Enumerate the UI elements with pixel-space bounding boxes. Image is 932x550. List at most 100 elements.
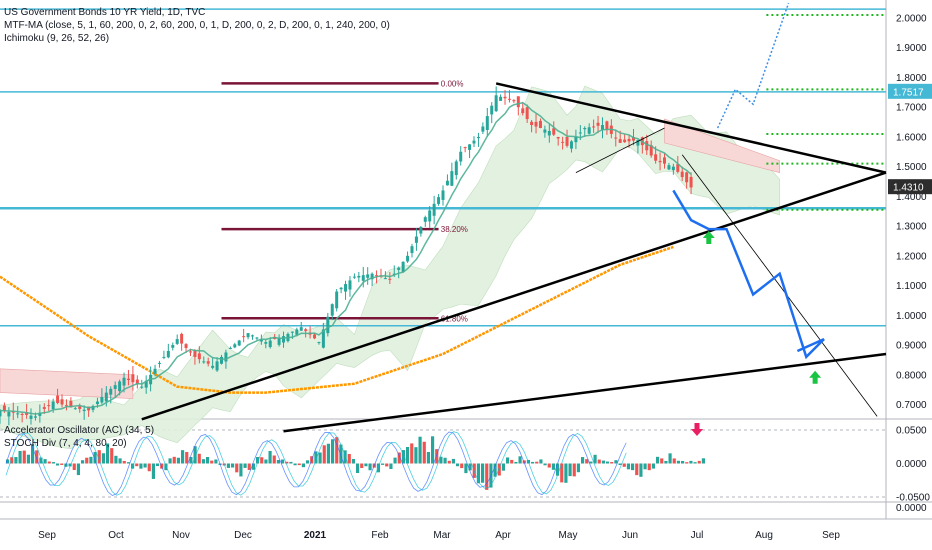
candle-body: [95, 401, 99, 405]
candle-body: [352, 276, 356, 278]
ac-bar: [543, 463, 547, 466]
candle-body: [383, 278, 387, 280]
x-tick-label: May: [559, 530, 578, 541]
candle-body: [671, 166, 675, 171]
candle-body: [583, 128, 587, 130]
candle-body: [569, 141, 573, 149]
ac-bar: [364, 463, 368, 467]
ac-bar: [264, 459, 268, 464]
candle-body: [255, 337, 259, 339]
ac-bar: [22, 450, 26, 464]
ac-bar: [631, 463, 635, 471]
candle-body: [251, 335, 255, 337]
ac-bar: [385, 463, 389, 467]
candle-body: [73, 408, 77, 410]
ac-bar: [376, 463, 380, 473]
ac-bar: [306, 460, 310, 464]
candle-body: [233, 344, 237, 348]
candle-body: [237, 340, 241, 346]
ac-bar: [664, 460, 668, 464]
marked-level-label: 1.7517: [893, 87, 924, 98]
ac-bar: [97, 450, 101, 464]
candle-body: [339, 287, 343, 290]
candle-body: [428, 210, 432, 222]
candle-body: [38, 412, 42, 416]
ac-bar: [318, 452, 322, 464]
ac-bar: [635, 463, 639, 476]
ac-bar: [189, 457, 193, 464]
candle-body: [556, 136, 560, 139]
candle-body: [441, 190, 445, 200]
ac-bar: [618, 463, 622, 465]
ac-bar: [693, 462, 697, 464]
ac-bar: [31, 444, 35, 464]
candle-body: [87, 406, 91, 411]
ac-bar: [156, 463, 160, 467]
ac-y-tick-label: 0.0000: [896, 459, 927, 470]
candle-body: [47, 405, 51, 407]
ac-bar: [547, 463, 551, 468]
candle-body: [521, 108, 525, 114]
ac-bar: [672, 458, 676, 464]
candle-body: [507, 98, 511, 100]
candle-body: [16, 413, 20, 415]
mtf-ma-legend[interactable]: MTF-MA (close, 5, 1, 60, 200, 0, 2, 60, …: [4, 20, 390, 31]
ac-bar: [168, 458, 172, 464]
candle-body: [565, 136, 569, 146]
candle-body: [33, 416, 37, 418]
candle-body: [171, 345, 175, 348]
ac-bar: [601, 460, 605, 464]
candle-body: [667, 165, 671, 170]
ma-200-line: [0, 245, 674, 394]
candle-body: [56, 395, 60, 404]
ac-bar: [331, 439, 335, 464]
sell-signal-arrow: [691, 423, 703, 436]
candle-body: [370, 273, 374, 280]
ac-legend[interactable]: Accelerator Oscillator (AC) (34, 5): [4, 425, 155, 436]
ac-bar: [10, 457, 14, 464]
candle-body: [228, 348, 232, 350]
ac-bar: [301, 463, 305, 468]
candle-body: [60, 399, 64, 405]
candle-body: [423, 217, 427, 222]
ichimoku-legend[interactable]: Ichimoku (9, 26, 52, 26): [4, 33, 110, 44]
ac-bar: [535, 461, 539, 464]
ac-bar: [414, 447, 418, 464]
ac-bar: [231, 463, 235, 468]
y-tick-label: 1.5000: [896, 162, 927, 173]
candle-body: [649, 145, 653, 156]
candle-body: [534, 121, 538, 127]
candle-body: [157, 362, 161, 364]
candle-body: [131, 374, 135, 383]
candle-body: [454, 161, 458, 176]
candle-body: [42, 407, 46, 409]
y-tick-label: 1.7000: [896, 103, 927, 114]
ac-bar: [347, 454, 351, 464]
upside-projection: [716, 2, 790, 129]
ac-bar: [518, 456, 522, 464]
ac-bar: [293, 463, 297, 466]
candle-body: [459, 151, 463, 162]
candle-body: [437, 197, 441, 204]
ac-bar: [193, 446, 197, 464]
y-tick-label: 1.9000: [896, 43, 927, 54]
candle-body: [357, 275, 361, 278]
ac-bar: [426, 452, 430, 464]
candle-body: [631, 137, 635, 141]
candle-body: [592, 126, 596, 128]
candle-body: [7, 411, 11, 417]
ac-bar: [597, 459, 601, 464]
candle-body: [401, 261, 405, 273]
chart-title[interactable]: US Government Bonds 10 YR Yield, 1D, TVC: [4, 7, 206, 18]
candle-body: [680, 171, 684, 178]
ac-bar: [435, 449, 439, 464]
candle-body: [547, 130, 551, 136]
ac-bar: [397, 452, 401, 464]
stoch-legend[interactable]: STOCH Div (7, 4, 4, 80, 20): [4, 438, 127, 449]
y-tick-label: 1.0000: [896, 311, 927, 322]
channel-line: [575, 127, 665, 173]
candle-body: [180, 333, 184, 344]
ac-bar: [701, 458, 705, 464]
candle-body: [82, 409, 86, 412]
